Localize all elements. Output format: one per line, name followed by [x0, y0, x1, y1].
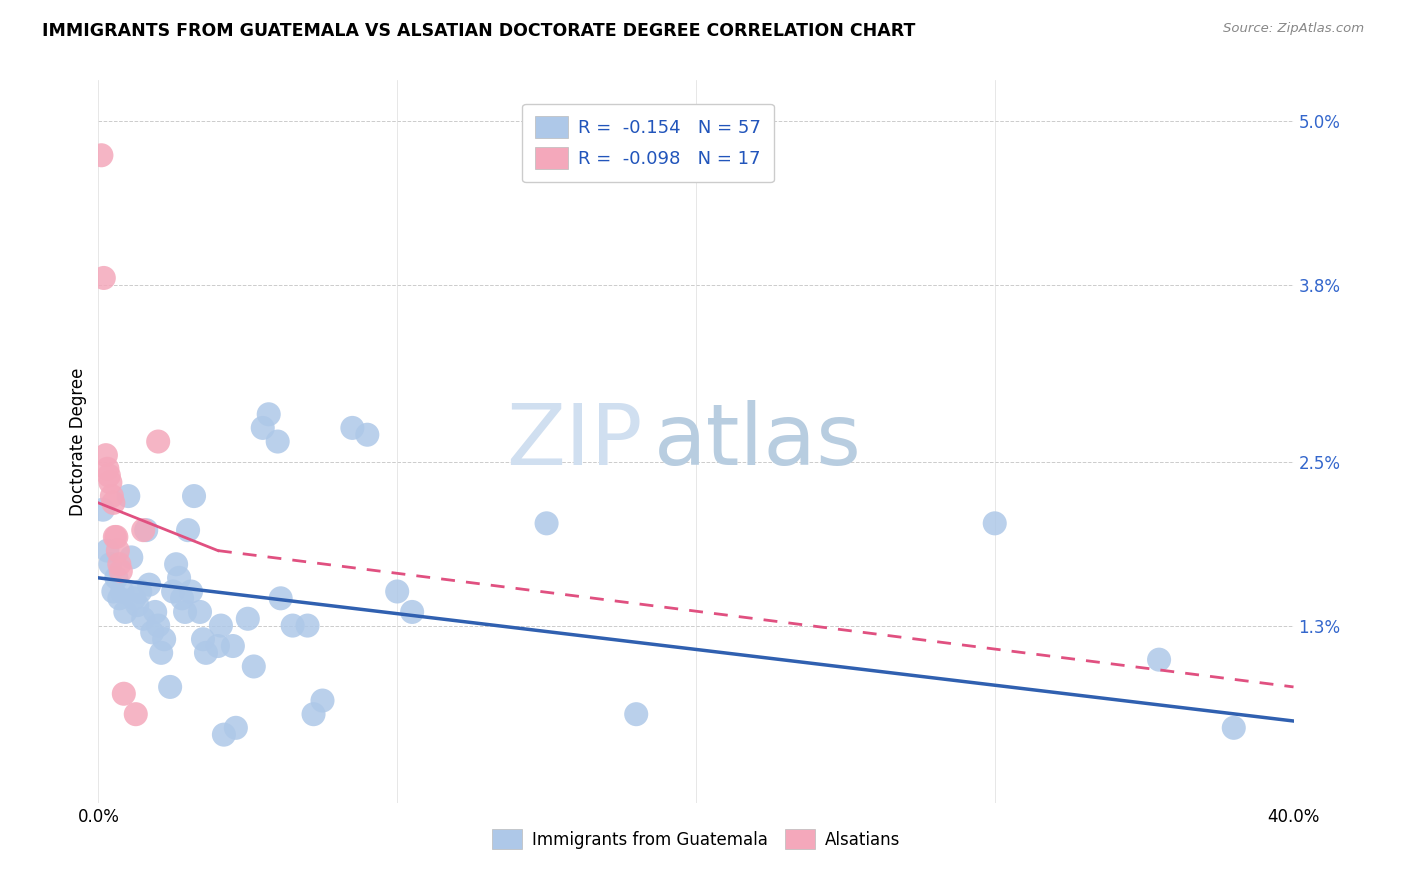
- Point: [159, 680, 181, 694]
- Point: [207, 639, 229, 653]
- Point: [342, 421, 364, 435]
- Point: [626, 707, 648, 722]
- Point: [177, 523, 200, 537]
- Point: [105, 530, 128, 544]
- Point: [209, 618, 232, 632]
- Text: IMMIGRANTS FROM GUATEMALA VS ALSATIAN DOCTORATE DEGREE CORRELATION CHART: IMMIGRANTS FROM GUATEMALA VS ALSATIAN DO…: [42, 22, 915, 40]
- Point: [96, 462, 118, 476]
- Point: [98, 558, 122, 572]
- Point: [165, 558, 187, 572]
- Point: [114, 605, 136, 619]
- Point: [174, 605, 197, 619]
- Point: [257, 407, 280, 421]
- Point: [267, 434, 290, 449]
- Point: [1147, 653, 1170, 667]
- Point: [141, 625, 163, 640]
- Point: [356, 427, 378, 442]
- Point: [984, 516, 1007, 531]
- Point: [183, 489, 205, 503]
- Point: [1223, 721, 1246, 735]
- Point: [191, 632, 214, 647]
- Point: [125, 707, 148, 722]
- Point: [94, 448, 117, 462]
- Point: [103, 584, 125, 599]
- Point: [124, 591, 146, 606]
- Text: Source: ZipAtlas.com: Source: ZipAtlas.com: [1223, 22, 1364, 36]
- Point: [129, 584, 152, 599]
- Point: [270, 591, 292, 606]
- Legend: Immigrants from Guatemala, Alsatians: Immigrants from Guatemala, Alsatians: [482, 819, 910, 860]
- Point: [162, 584, 184, 599]
- Point: [91, 502, 114, 516]
- Point: [143, 605, 166, 619]
- Point: [150, 646, 173, 660]
- Text: atlas: atlas: [654, 400, 862, 483]
- Point: [172, 591, 194, 606]
- Point: [97, 468, 120, 483]
- Point: [385, 584, 409, 599]
- Point: [111, 584, 134, 599]
- Point: [98, 475, 122, 490]
- Point: [110, 564, 132, 578]
- Point: [188, 605, 211, 619]
- Point: [236, 612, 259, 626]
- Point: [127, 598, 149, 612]
- Point: [153, 632, 176, 647]
- Point: [222, 639, 245, 653]
- Point: [103, 496, 125, 510]
- Point: [107, 543, 129, 558]
- Point: [104, 530, 127, 544]
- Point: [148, 434, 170, 449]
- Point: [105, 571, 128, 585]
- Point: [401, 605, 423, 619]
- Point: [536, 516, 558, 531]
- Text: ZIP: ZIP: [506, 400, 643, 483]
- Point: [117, 489, 139, 503]
- Point: [108, 591, 131, 606]
- Point: [195, 646, 218, 660]
- Point: [225, 721, 247, 735]
- Point: [132, 523, 155, 537]
- Point: [112, 687, 135, 701]
- Point: [302, 707, 325, 722]
- Point: [281, 618, 304, 632]
- Point: [180, 584, 202, 599]
- Point: [120, 550, 142, 565]
- Point: [132, 612, 155, 626]
- Point: [108, 558, 131, 572]
- Point: [297, 618, 319, 632]
- Point: [311, 693, 333, 707]
- Point: [90, 148, 112, 162]
- Point: [101, 489, 124, 503]
- Point: [135, 523, 157, 537]
- Point: [167, 571, 190, 585]
- Point: [243, 659, 266, 673]
- Point: [93, 271, 115, 285]
- Point: [252, 421, 274, 435]
- Y-axis label: Doctorate Degree: Doctorate Degree: [69, 368, 87, 516]
- Point: [148, 618, 170, 632]
- Point: [212, 728, 235, 742]
- Point: [96, 543, 118, 558]
- Point: [138, 577, 160, 591]
